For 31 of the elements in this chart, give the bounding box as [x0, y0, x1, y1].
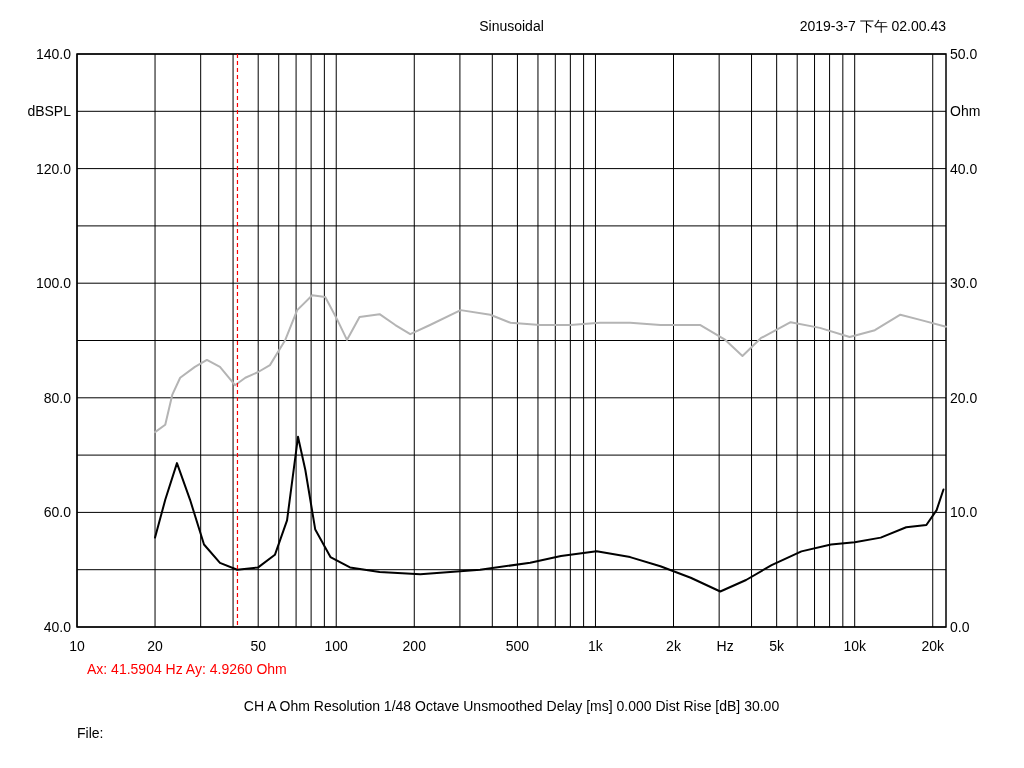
chart-title: Sinusoidal: [479, 18, 544, 34]
y-tick-label: 60.0: [43, 504, 72, 521]
text: 2019-3-7 下午 02.00.43: [799, 18, 947, 34]
x-tick-label: 5k: [769, 638, 786, 654]
x-tick-label: 50: [250, 638, 267, 654]
x-tick-label: 20: [147, 638, 164, 654]
y-tick-label: 40.0: [43, 619, 72, 635]
x-tick-label: 100: [324, 638, 349, 654]
text: Ax: 41.5904 Hz Ay: 4.9260 Ohm: [87, 661, 287, 677]
y2-axis-title: Ohm: [950, 103, 981, 120]
y2-tick-label: 0.0: [950, 619, 970, 635]
x-tick-label: 20k: [921, 638, 946, 654]
text: File:: [77, 725, 104, 741]
y-tick-label: 140.0: [35, 46, 72, 62]
x-tick-label: 1k: [588, 638, 604, 654]
x-tick-label: 2k: [666, 638, 682, 654]
y-tick-label: 80.0: [43, 389, 72, 406]
x-tick-label: 10k: [843, 638, 867, 654]
x-tick-label: 10: [69, 638, 85, 654]
x-tick-label: 500: [505, 638, 530, 654]
y2-tick-label: 30.0: [950, 275, 978, 292]
text: CH A Ohm Resolution 1/48 Octave Unsmoothed Delay [ms] 0.000 Dist Rise [dB] 30.00: [243, 698, 780, 714]
y-tick-label: 100.0: [35, 275, 72, 292]
y2-tick-label: 40.0: [950, 160, 978, 177]
y-tick-label: 120.0: [35, 160, 72, 177]
x-tick-label: 200: [402, 638, 427, 654]
x-axis-title: Hz: [716, 638, 734, 654]
y2-tick-label: 10.0: [950, 504, 978, 521]
y-axis-title: dBSPL: [27, 103, 72, 120]
y2-tick-label: 50.0: [950, 46, 978, 62]
y2-tick-label: 20.0: [950, 389, 978, 406]
